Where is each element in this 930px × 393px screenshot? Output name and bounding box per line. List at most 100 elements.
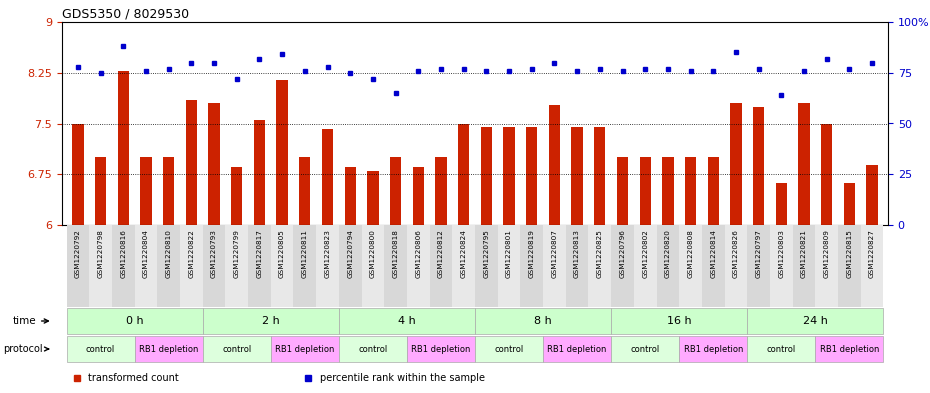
Text: GSM1220796: GSM1220796	[619, 229, 626, 278]
Text: GSM1220808: GSM1220808	[687, 229, 694, 278]
Text: GSM1220804: GSM1220804	[143, 229, 149, 278]
Text: GSM1220822: GSM1220822	[189, 229, 194, 278]
Text: GSM1220811: GSM1220811	[302, 229, 308, 278]
Bar	[430, 225, 452, 307]
Text: 8 h: 8 h	[534, 316, 551, 326]
Text: GSM1220816: GSM1220816	[120, 229, 126, 278]
Text: control: control	[222, 345, 251, 353]
Text: control: control	[86, 345, 115, 353]
Bar	[748, 336, 816, 362]
Bar	[271, 336, 339, 362]
Bar	[384, 225, 407, 307]
Bar	[117, 71, 129, 225]
Bar	[589, 225, 611, 307]
Bar	[180, 225, 203, 307]
Text: GSM1220812: GSM1220812	[438, 229, 444, 278]
Bar	[724, 225, 748, 307]
Text: GSM1220795: GSM1220795	[484, 229, 489, 278]
Bar	[344, 167, 356, 225]
Bar	[565, 225, 589, 307]
Bar	[322, 129, 333, 225]
Text: control: control	[631, 345, 659, 353]
Text: GSM1220807: GSM1220807	[551, 229, 557, 278]
Bar	[225, 225, 248, 307]
Bar	[770, 225, 792, 307]
Text: 0 h: 0 h	[126, 316, 143, 326]
Bar	[413, 167, 424, 225]
Bar	[407, 336, 475, 362]
Bar	[67, 308, 203, 334]
Text: RB1 depletion: RB1 depletion	[819, 345, 879, 353]
Bar	[89, 225, 112, 307]
Bar	[543, 336, 611, 362]
Bar	[730, 103, 741, 225]
Bar	[662, 157, 673, 225]
Bar	[543, 225, 565, 307]
Text: GSM1220809: GSM1220809	[824, 229, 830, 278]
Text: GSM1220800: GSM1220800	[370, 229, 376, 278]
Bar	[679, 336, 748, 362]
Text: 16 h: 16 h	[667, 316, 692, 326]
Bar	[521, 225, 543, 307]
Text: protocol: protocol	[3, 344, 48, 354]
Bar	[503, 127, 514, 225]
Text: GSM1220798: GSM1220798	[98, 229, 103, 278]
Text: GSM1220825: GSM1220825	[597, 229, 603, 278]
Bar	[526, 127, 538, 225]
Text: RB1 depletion: RB1 depletion	[275, 345, 335, 353]
Text: GSM1220802: GSM1220802	[643, 229, 648, 278]
Bar	[571, 127, 583, 225]
Bar	[163, 157, 174, 225]
Text: GSM1220826: GSM1220826	[733, 229, 739, 278]
Bar	[316, 225, 339, 307]
Bar	[140, 157, 152, 225]
Bar	[594, 127, 605, 225]
Bar	[867, 165, 878, 225]
Bar	[339, 336, 407, 362]
Text: GSM1220797: GSM1220797	[756, 229, 762, 278]
Bar	[73, 123, 84, 225]
Bar	[611, 336, 679, 362]
Text: RB1 depletion: RB1 depletion	[548, 345, 606, 353]
Bar	[684, 157, 697, 225]
Text: GDS5350 / 8029530: GDS5350 / 8029530	[62, 8, 189, 21]
Bar	[458, 123, 470, 225]
Text: control: control	[766, 345, 796, 353]
Text: GSM1220823: GSM1220823	[325, 229, 330, 278]
Bar	[407, 225, 430, 307]
Text: RB1 depletion: RB1 depletion	[684, 345, 743, 353]
Text: GSM1220820: GSM1220820	[665, 229, 671, 278]
Text: control: control	[358, 345, 388, 353]
Text: transformed count: transformed count	[88, 373, 179, 383]
Text: GSM1220827: GSM1220827	[870, 229, 875, 278]
Bar	[339, 225, 362, 307]
Text: GSM1220792: GSM1220792	[75, 229, 81, 278]
Text: 24 h: 24 h	[803, 316, 828, 326]
Text: GSM1220806: GSM1220806	[416, 229, 421, 278]
Bar	[339, 308, 475, 334]
Text: percentile rank within the sample: percentile rank within the sample	[320, 373, 485, 383]
Bar	[475, 225, 498, 307]
Text: GSM1220824: GSM1220824	[460, 229, 467, 278]
Bar	[362, 225, 384, 307]
Bar	[617, 157, 628, 225]
Text: GSM1220815: GSM1220815	[846, 229, 853, 278]
Text: time: time	[12, 316, 48, 326]
Text: GSM1220810: GSM1220810	[166, 229, 172, 278]
Bar	[657, 225, 679, 307]
Bar	[679, 225, 702, 307]
Bar	[435, 157, 446, 225]
Bar	[208, 103, 219, 225]
Bar	[248, 225, 271, 307]
Bar	[702, 225, 724, 307]
Bar	[271, 225, 294, 307]
Bar	[203, 336, 271, 362]
Bar	[816, 225, 838, 307]
Text: GSM1220805: GSM1220805	[279, 229, 286, 278]
Bar	[611, 308, 748, 334]
Bar	[611, 225, 634, 307]
Text: 2 h: 2 h	[262, 316, 280, 326]
Text: GSM1220819: GSM1220819	[529, 229, 535, 278]
Bar	[792, 225, 816, 307]
Text: GSM1220801: GSM1220801	[506, 229, 512, 278]
